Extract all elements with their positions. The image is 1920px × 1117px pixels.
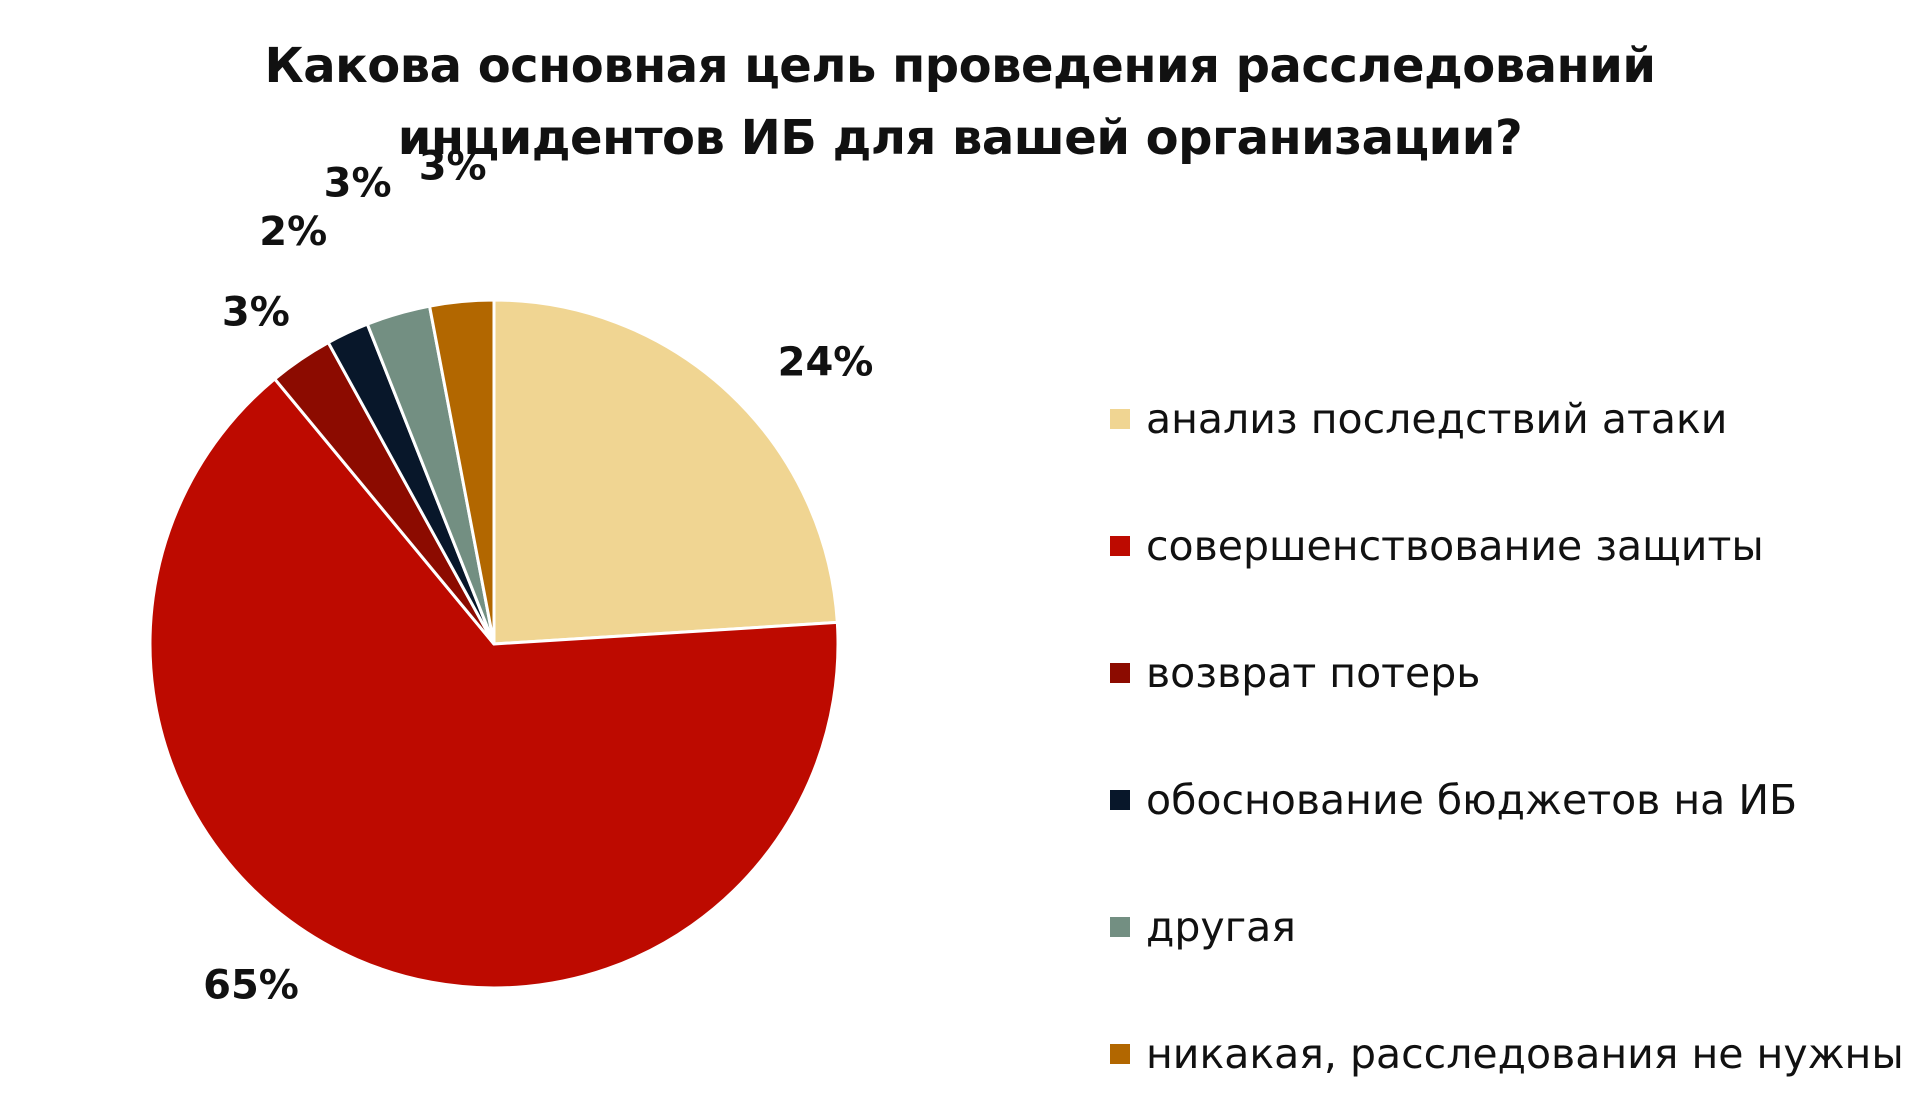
legend-label: анализ последствий атаки xyxy=(1146,394,1728,443)
pie-slice xyxy=(148,377,840,990)
pie-chart: 24%65%3%2%3% 3% xyxy=(148,144,873,1009)
legend-label: возврат потерь xyxy=(1146,648,1481,697)
chart-title-line-2: инцидентов ИБ для вашей организации? xyxy=(397,110,1523,166)
legend-label: обоснование бюджетов на ИБ xyxy=(1146,775,1798,824)
pie-data-label: 24% xyxy=(778,340,874,386)
pie-data-labels: 24%65%3%2%3% 3% xyxy=(203,144,873,1009)
pie-data-label: 2% xyxy=(259,209,327,255)
legend: анализ последствий атаки совершенствовани… xyxy=(1110,355,1904,1117)
chart-title-line-1: Какова основная цель проведения расследо… xyxy=(264,38,1656,94)
pie-data-label: 3% xyxy=(324,161,392,207)
pie-data-label: 65% xyxy=(203,963,299,1009)
legend-label: никакая, расследования не нужны xyxy=(1146,1029,1904,1078)
legend-item: совершенствование защиты xyxy=(1110,482,1900,609)
legend-swatch xyxy=(1110,408,1130,429)
legend-item: возврат потерь xyxy=(1110,609,1900,736)
legend-item: никакая, расследования не нужны xyxy=(1110,990,1904,1117)
legend-label: другая xyxy=(1146,902,1296,951)
legend-swatch xyxy=(1110,1043,1130,1064)
legend-swatch xyxy=(1110,916,1130,937)
chart-title: Какова основная цель проведения расследо… xyxy=(0,30,1920,174)
pie-data-label: 3% xyxy=(419,144,487,190)
pie-slice xyxy=(492,298,839,646)
legend-item: другая xyxy=(1110,863,1900,990)
legend-item: обоснование бюджетов на ИБ xyxy=(1110,736,1900,863)
legend-label: совершенствование защиты xyxy=(1146,521,1764,570)
legend-swatch xyxy=(1110,535,1130,556)
pie-slice xyxy=(428,298,496,646)
legend-item: анализ последствий атаки xyxy=(1110,355,1900,482)
legend-swatch xyxy=(1110,662,1130,683)
pie-data-label: 3% xyxy=(222,289,290,335)
legend-swatch xyxy=(1110,789,1130,810)
pie-slices xyxy=(148,298,840,990)
